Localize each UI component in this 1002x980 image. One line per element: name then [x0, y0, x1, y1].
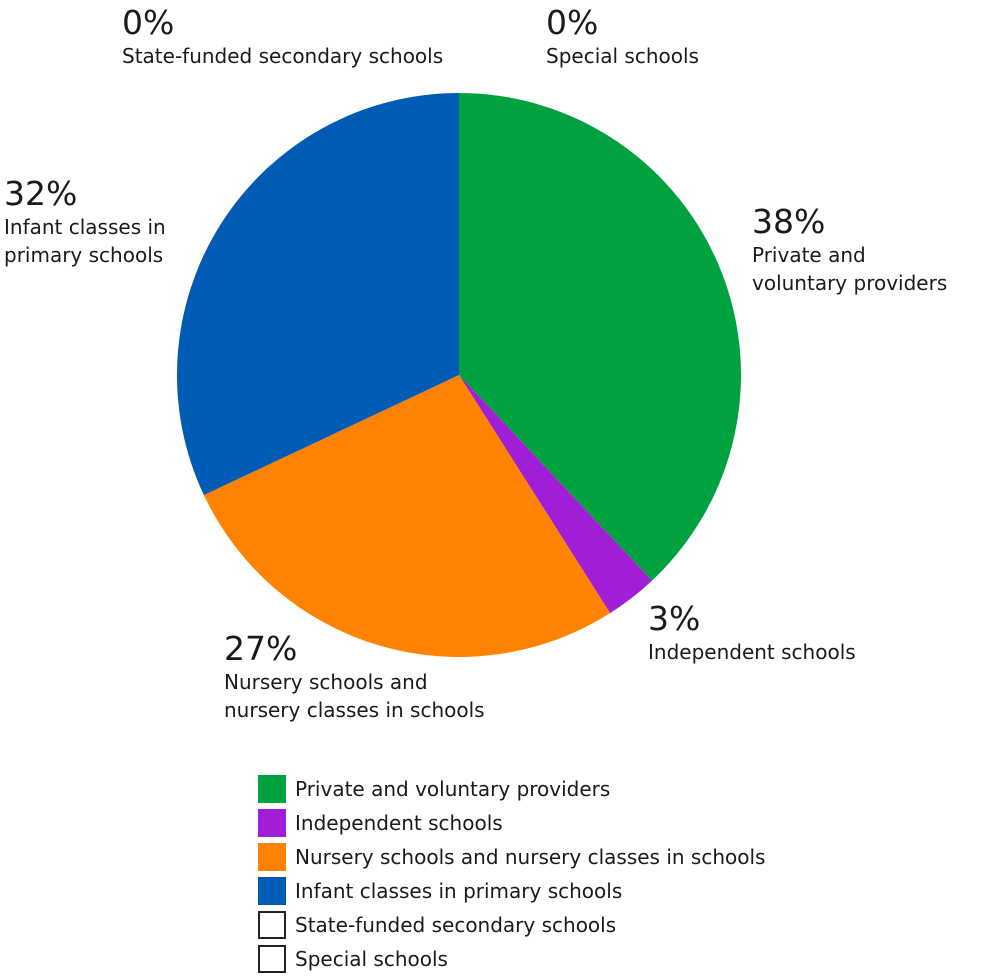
slice-name: Special schools	[546, 44, 699, 68]
legend-swatch	[258, 877, 286, 905]
pie-slice-infant-classes-in-primary-schools	[177, 93, 459, 496]
legend-label: Special schools	[295, 947, 448, 971]
legend-label: Private and voluntary providers	[295, 777, 611, 801]
slice-name: Infant classes in primary schools	[4, 215, 166, 267]
pie-slice-private-and-voluntary-providers	[459, 93, 741, 581]
slice-percent: 3%	[648, 599, 701, 638]
legend-item-infant: Infant classes in primary schools	[258, 874, 765, 908]
slice-name: State-funded secondary schools	[122, 44, 444, 68]
slice-label-independent: 3% Independent schools	[648, 600, 856, 666]
pie-slice-nursery-schools-and-nursery-classes-in-schools	[203, 375, 611, 657]
legend-label: Infant classes in primary schools	[295, 879, 623, 903]
slice-name: Independent schools	[648, 640, 856, 664]
legend-swatch	[258, 775, 286, 803]
slice-percent: 0%	[122, 3, 175, 42]
slice-label-state-secondary: 0% State-funded secondary schools	[122, 4, 443, 70]
legend-swatch	[258, 843, 286, 871]
slice-label-infant: 32% Infant classes in primary schools	[4, 175, 166, 269]
legend-label: State-funded secondary schools	[295, 913, 617, 937]
legend-item-nursery: Nursery schools and nursery classes in s…	[258, 840, 765, 874]
legend-item-independent: Independent schools	[258, 806, 765, 840]
legend-label: Nursery schools and nursery classes in s…	[295, 845, 766, 869]
slice-label-nursery: 27% Nursery schools and nursery classes …	[224, 630, 485, 724]
slice-name: Private and voluntary providers	[752, 243, 948, 295]
slice-label-private-voluntary: 38% Private and voluntary providers	[752, 203, 947, 297]
legend-item-state-secondary: State-funded secondary schools	[258, 908, 765, 942]
legend-swatch	[258, 945, 286, 973]
legend-swatch	[258, 911, 286, 939]
slice-percent: 38%	[752, 202, 826, 241]
slice-percent: 0%	[546, 3, 599, 42]
slice-percent: 32%	[4, 174, 78, 213]
legend: Private and voluntary providers Independ…	[258, 772, 765, 976]
legend-item-special: Special schools	[258, 942, 765, 976]
slice-name: Nursery schools and nursery classes in s…	[224, 670, 485, 722]
slice-label-special: 0% Special schools	[546, 4, 699, 70]
legend-label: Independent schools	[295, 811, 503, 835]
pie-slice-independent-schools	[459, 375, 653, 614]
legend-item-private-voluntary: Private and voluntary providers	[258, 772, 765, 806]
legend-swatch	[258, 809, 286, 837]
slice-percent: 27%	[224, 629, 298, 668]
